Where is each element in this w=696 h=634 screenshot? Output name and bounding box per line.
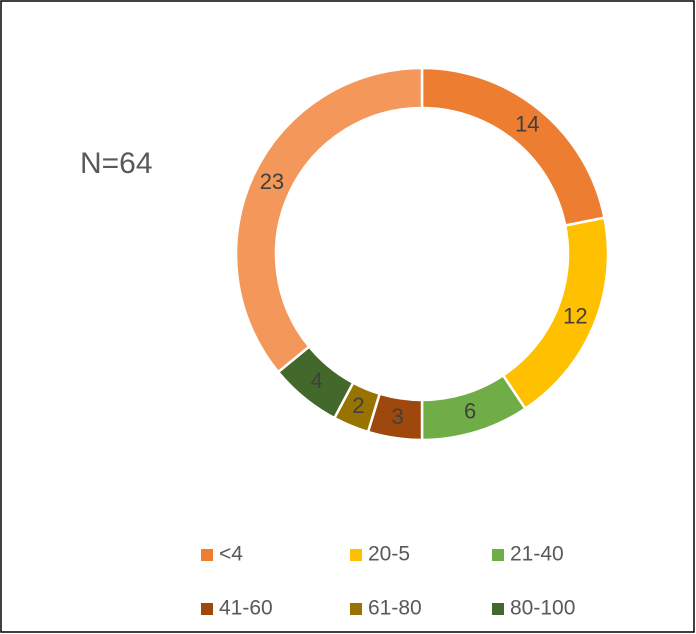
legend-swatch xyxy=(350,603,362,615)
legend-swatch xyxy=(201,603,213,615)
legend-label: 61-80 xyxy=(368,597,422,620)
legend-swatch xyxy=(492,603,504,615)
data-label: 3 xyxy=(392,404,404,429)
legend-label: 20-5 xyxy=(368,543,410,566)
data-label: 14 xyxy=(515,111,539,136)
legend-swatch xyxy=(350,549,362,561)
data-label: 6 xyxy=(464,399,476,424)
data-label: 2 xyxy=(352,393,364,418)
annotation: N=64 xyxy=(80,147,153,180)
legend-swatch xyxy=(492,549,504,561)
legend-label: 41-60 xyxy=(219,597,273,620)
legend-label: 21-40 xyxy=(510,543,564,566)
legend-swatch xyxy=(201,549,213,561)
data-label: 23 xyxy=(260,169,284,194)
data-label: 12 xyxy=(563,303,587,328)
legend-label: <4 xyxy=(219,543,243,566)
legend-label: 80-100 xyxy=(510,597,575,620)
data-label: 4 xyxy=(311,368,323,393)
donut-segment xyxy=(234,66,424,374)
